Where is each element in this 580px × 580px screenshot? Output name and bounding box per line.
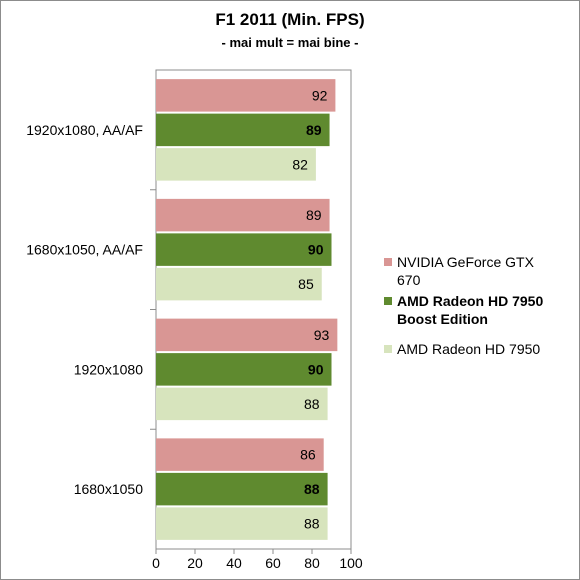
- bar: [156, 113, 330, 147]
- bar-value-label: 90: [308, 361, 324, 377]
- bar: [156, 233, 332, 266]
- chart-subtitle: - mai mult = mai bine -: [222, 35, 359, 50]
- x-axis: 0 20 40 60 80 100: [152, 549, 363, 571]
- bar-value-label: 89: [306, 207, 322, 223]
- legend-swatch: [384, 297, 392, 305]
- legend-swatch: [384, 345, 392, 353]
- x-tick-label: 20: [187, 555, 203, 571]
- bar: [156, 267, 322, 301]
- bar-value-label: 89: [306, 122, 322, 138]
- bar: [156, 148, 316, 181]
- x-tick-label: 0: [152, 555, 160, 571]
- legend-label: AMD Radeon HD 7950: [397, 293, 543, 309]
- bars-group: 92 89 82 89 90 85 93 90 88 86 88 88: [156, 79, 338, 540]
- bar-value-label: 86: [300, 447, 316, 463]
- legend-label: NVIDIA GeForce GTX: [397, 254, 535, 270]
- bar-value-label: 88: [304, 481, 320, 497]
- legend-swatch: [384, 258, 392, 266]
- bar: [156, 353, 332, 386]
- bar: [156, 79, 336, 112]
- bar-value-label: 88: [304, 516, 320, 532]
- category-label: 1680x1050: [74, 481, 144, 497]
- category-label: 1920x1080, AA/AF: [26, 122, 143, 138]
- bar: [156, 198, 330, 232]
- bar-value-label: 88: [304, 396, 320, 412]
- bar-value-label: 92: [312, 87, 328, 103]
- bar-value-label: 82: [292, 156, 308, 172]
- bar: [156, 318, 338, 352]
- bar: [156, 472, 328, 506]
- bar-value-label: 93: [314, 327, 330, 343]
- legend: NVIDIA GeForce GTX 670 AMD Radeon HD 7950 B…: [384, 254, 543, 357]
- legend-label: Boost Edition: [397, 311, 488, 327]
- x-tick-label: 60: [265, 555, 281, 571]
- x-tick-label: 80: [304, 555, 320, 571]
- x-tick-label: 100: [339, 555, 363, 571]
- legend-label: 670: [397, 272, 421, 288]
- bar-value-label: 85: [298, 276, 314, 292]
- bar: [156, 507, 328, 540]
- bar-value-label: 90: [308, 242, 324, 258]
- category-labels: 1920x1080, AA/AF 1680x1050, AA/AF 1920x108…: [26, 122, 156, 497]
- bar: [156, 438, 324, 471]
- category-label: 1920x1080: [74, 361, 144, 377]
- x-tick-label: 40: [226, 555, 242, 571]
- category-label: 1680x1050, AA/AF: [26, 242, 143, 258]
- chart-title: F1 2011 (Min. FPS): [215, 10, 364, 29]
- bar: [156, 387, 328, 421]
- legend-label: AMD Radeon HD 7950: [397, 341, 540, 357]
